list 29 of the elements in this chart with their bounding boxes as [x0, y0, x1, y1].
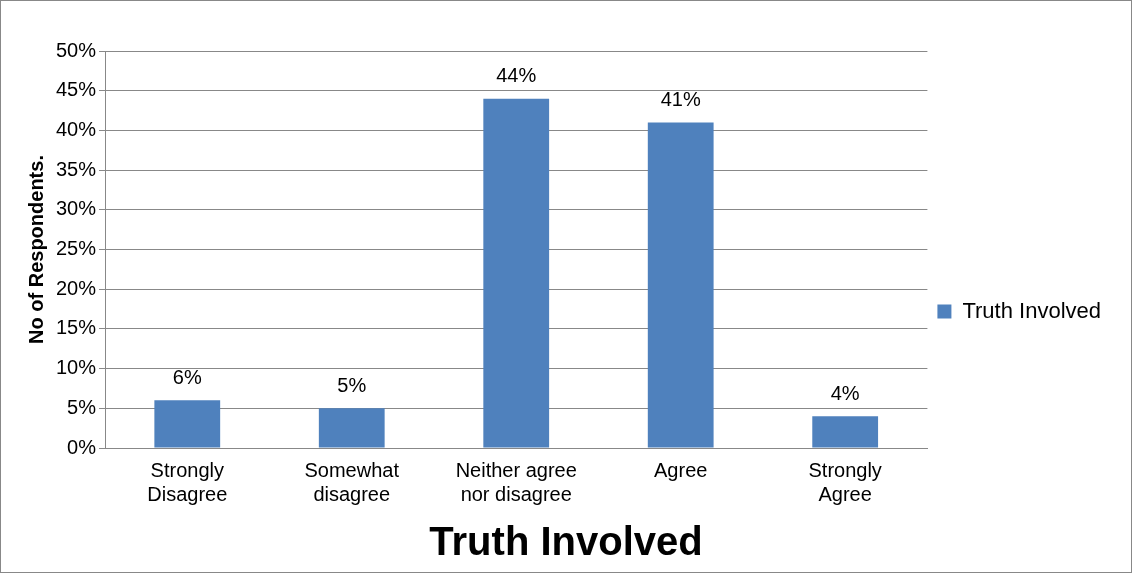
bar [483, 98, 550, 448]
y-tick-label: 50% [56, 38, 97, 61]
y-axis-title: No of Respondents. [24, 155, 47, 344]
data-label: 5% [337, 373, 367, 396]
y-tick-label: 40% [56, 117, 97, 140]
data-label: 41% [660, 87, 701, 110]
text: Truth Involved [429, 519, 703, 564]
x-tick-label: Strongly Agree [808, 458, 882, 505]
legend-label: Truth Involved [962, 297, 1102, 323]
bar [647, 122, 714, 448]
x-tick-label: Neither agree nor disagree [455, 458, 577, 505]
x-tick-label: Strongly Disagree [147, 458, 228, 505]
bar [318, 408, 385, 448]
y-tick-label: 10% [56, 356, 97, 379]
y-tick-label: 15% [56, 316, 97, 339]
data-label: 6% [172, 365, 202, 388]
bar [154, 400, 221, 448]
data-label: 4% [830, 381, 860, 404]
y-tick-label: 30% [56, 197, 97, 220]
y-tick-label: 5% [67, 395, 97, 418]
y-tick-label: 45% [56, 78, 97, 101]
y-tick-label: 35% [56, 157, 97, 180]
y-tick-label: 20% [56, 276, 97, 299]
data-label: 44% [496, 64, 537, 87]
y-tick-label: 0% [67, 435, 97, 458]
x-tick-label: Somewhat disagree [304, 458, 400, 505]
x-tick-label: Agree [654, 458, 708, 481]
y-tick-label: 25% [56, 237, 97, 260]
bar [812, 416, 879, 448]
